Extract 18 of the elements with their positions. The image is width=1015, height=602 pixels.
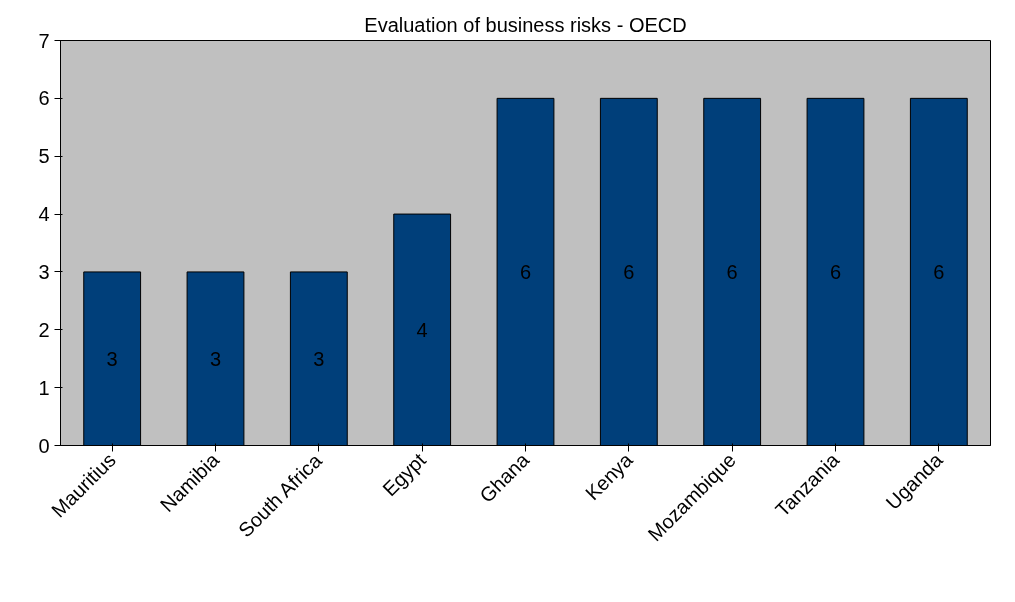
- data-label: 3: [209, 347, 222, 370]
- y-tick-label: 7: [38, 29, 50, 52]
- data-label: 6: [519, 260, 532, 283]
- data-label: 6: [726, 260, 738, 283]
- y-tick-label: 6: [38, 87, 50, 110]
- data-label: 6: [623, 260, 635, 283]
- data-label: 3: [106, 347, 118, 370]
- y-tick-label: 5: [38, 145, 50, 168]
- data-label: 6: [829, 260, 842, 283]
- data-label: 4: [416, 318, 428, 341]
- y-tick-label: 1: [38, 376, 50, 399]
- y-tick-label: 2: [38, 318, 50, 341]
- chart-title: Evaluation of business risks - OECD: [364, 13, 687, 36]
- data-label: 6: [933, 260, 945, 283]
- y-tick-label: 3: [38, 260, 50, 283]
- y-tick-label: 0: [38, 434, 50, 457]
- data-label: 3: [313, 347, 325, 370]
- y-tick-label: 4: [38, 203, 50, 226]
